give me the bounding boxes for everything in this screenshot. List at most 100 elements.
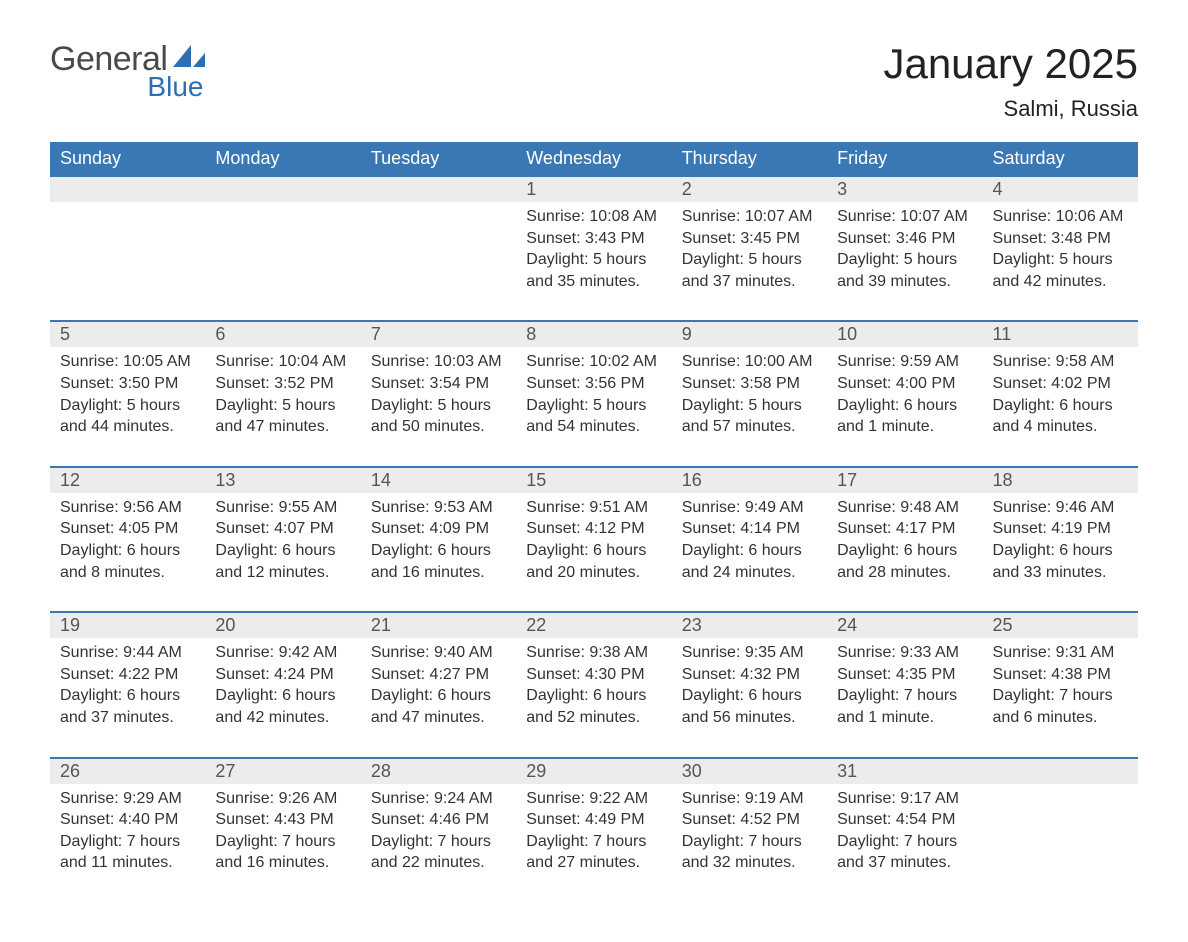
sunset-text: Sunset: 4:09 PM [371,518,506,540]
day-number: 9 [672,321,827,347]
day-number: 17 [827,467,982,493]
sunset-text: Sunset: 4:14 PM [682,518,817,540]
daylight-text: Daylight: 7 hours and 22 minutes. [371,831,506,874]
sunrise-text: Sunrise: 9:46 AM [993,497,1128,519]
day-cell [361,202,516,321]
day-number-row: 567891011 [50,321,1138,347]
day-cell: Sunrise: 9:44 AMSunset: 4:22 PMDaylight:… [50,638,205,757]
day-number: 14 [361,467,516,493]
day-number [205,176,360,202]
day-of-week-header: Wednesday [516,142,671,176]
day-number: 26 [50,758,205,784]
sunset-text: Sunset: 3:56 PM [526,373,661,395]
day-of-week-header: Friday [827,142,982,176]
day-number: 16 [672,467,827,493]
calendar-body: SundayMondayTuesdayWednesdayThursdayFrid… [50,142,1138,902]
sunrise-text: Sunrise: 9:44 AM [60,642,195,664]
day-number: 23 [672,612,827,638]
day-number: 2 [672,176,827,202]
day-cell: Sunrise: 9:42 AMSunset: 4:24 PMDaylight:… [205,638,360,757]
daylight-text: Daylight: 5 hours and 54 minutes. [526,395,661,438]
sunrise-text: Sunrise: 9:17 AM [837,788,972,810]
sunrise-text: Sunrise: 10:05 AM [60,351,195,373]
daylight-text: Daylight: 5 hours and 42 minutes. [993,249,1128,292]
day-body-row: Sunrise: 10:08 AMSunset: 3:43 PMDaylight… [50,202,1138,321]
sunset-text: Sunset: 3:54 PM [371,373,506,395]
day-cell: Sunrise: 9:58 AMSunset: 4:02 PMDaylight:… [983,347,1138,466]
day-body-row: Sunrise: 9:29 AMSunset: 4:40 PM Daylight:… [50,784,1138,902]
day-cell: Sunrise: 9:53 AMSunset: 4:09 PMDaylight:… [361,493,516,612]
day-number: 7 [361,321,516,347]
day-number: 4 [983,176,1138,202]
sunset-text: Sunset: 4:43 PM [215,809,350,831]
sunrise-text: Sunrise: 9:49 AM [682,497,817,519]
day-body-row: Sunrise: 10:05 AMSunset: 3:50 PMDaylight… [50,347,1138,466]
daylight-text: Daylight: 6 hours and 47 minutes. [371,685,506,728]
sunrise-text: Sunrise: 9:51 AM [526,497,661,519]
day-cell: Sunrise: 9:31 AMSunset: 4:38 PMDaylight:… [983,638,1138,757]
sunrise-text: Sunrise: 9:29 AM [60,788,195,810]
daylight-text: Daylight: 6 hours and 52 minutes. [526,685,661,728]
day-of-week-row: SundayMondayTuesdayWednesdayThursdayFrid… [50,142,1138,176]
sunrise-text: Sunrise: 10:00 AM [682,351,817,373]
day-cell: Sunrise: 10:06 AMSunset: 3:48 PMDaylight… [983,202,1138,321]
daylight-text: Daylight: 7 hours and 6 minutes. [993,685,1128,728]
calendar-table: SundayMondayTuesdayWednesdayThursdayFrid… [50,142,1138,902]
day-cell: Sunrise: 9:35 AMSunset: 4:32 PMDaylight:… [672,638,827,757]
sunset-text: Sunset: 4:32 PM [682,664,817,686]
daylight-text: Daylight: 5 hours and 39 minutes. [837,249,972,292]
day-cell: Sunrise: 10:08 AMSunset: 3:43 PMDaylight… [516,202,671,321]
daylight-text: Daylight: 6 hours and 20 minutes. [526,540,661,583]
day-number: 3 [827,176,982,202]
day-body-row: Sunrise: 9:56 AMSunset: 4:05 PMDaylight:… [50,493,1138,612]
month-title: January 2025 [883,40,1138,88]
day-number [361,176,516,202]
day-number: 6 [205,321,360,347]
title-block: January 2025 Salmi, Russia [883,40,1138,122]
day-cell: Sunrise: 10:02 AMSunset: 3:56 PMDaylight… [516,347,671,466]
daylight-text: Daylight: 6 hours and 24 minutes. [682,540,817,583]
day-cell: Sunrise: 9:46 AMSunset: 4:19 PMDaylight:… [983,493,1138,612]
day-number: 21 [361,612,516,638]
day-number: 31 [827,758,982,784]
daylight-text: Daylight: 5 hours and 50 minutes. [371,395,506,438]
daylight-text: Daylight: 5 hours and 57 minutes. [682,395,817,438]
sunset-text: Sunset: 3:46 PM [837,228,972,250]
sunset-text: Sunset: 4:24 PM [215,664,350,686]
sunset-text: Sunset: 3:48 PM [993,228,1128,250]
day-number-row: 262728293031 [50,758,1138,784]
day-number: 10 [827,321,982,347]
day-of-week-header: Sunday [50,142,205,176]
day-number: 11 [983,321,1138,347]
day-number [983,758,1138,784]
day-number-row: 12131415161718 [50,467,1138,493]
day-cell [983,784,1138,902]
sunset-text: Sunset: 4:40 PM [60,809,195,831]
daylight-text: Daylight: 6 hours and 42 minutes. [215,685,350,728]
sunrise-text: Sunrise: 10:06 AM [993,206,1128,228]
day-cell: Sunrise: 9:51 AMSunset: 4:12 PMDaylight:… [516,493,671,612]
day-of-week-header: Tuesday [361,142,516,176]
sunset-text: Sunset: 4:38 PM [993,664,1128,686]
day-number: 8 [516,321,671,347]
day-number [50,176,205,202]
logo: General Blue [50,40,209,103]
sunrise-text: Sunrise: 9:42 AM [215,642,350,664]
sunrise-text: Sunrise: 10:07 AM [682,206,817,228]
sunset-text: Sunset: 4:12 PM [526,518,661,540]
day-number-row: 1234 [50,176,1138,202]
sunrise-text: Sunrise: 9:31 AM [993,642,1128,664]
daylight-text: Daylight: 7 hours and 16 minutes. [215,831,350,874]
location-label: Salmi, Russia [883,96,1138,122]
day-of-week-header: Thursday [672,142,827,176]
day-number: 28 [361,758,516,784]
sunset-text: Sunset: 4:35 PM [837,664,972,686]
sunset-text: Sunset: 3:58 PM [682,373,817,395]
daylight-text: Daylight: 7 hours and 27 minutes. [526,831,661,874]
daylight-text: Daylight: 6 hours and 4 minutes. [993,395,1128,438]
day-number: 27 [205,758,360,784]
sunrise-text: Sunrise: 9:33 AM [837,642,972,664]
sunrise-text: Sunrise: 10:07 AM [837,206,972,228]
day-cell: Sunrise: 9:33 AMSunset: 4:35 PMDaylight:… [827,638,982,757]
sunset-text: Sunset: 3:43 PM [526,228,661,250]
